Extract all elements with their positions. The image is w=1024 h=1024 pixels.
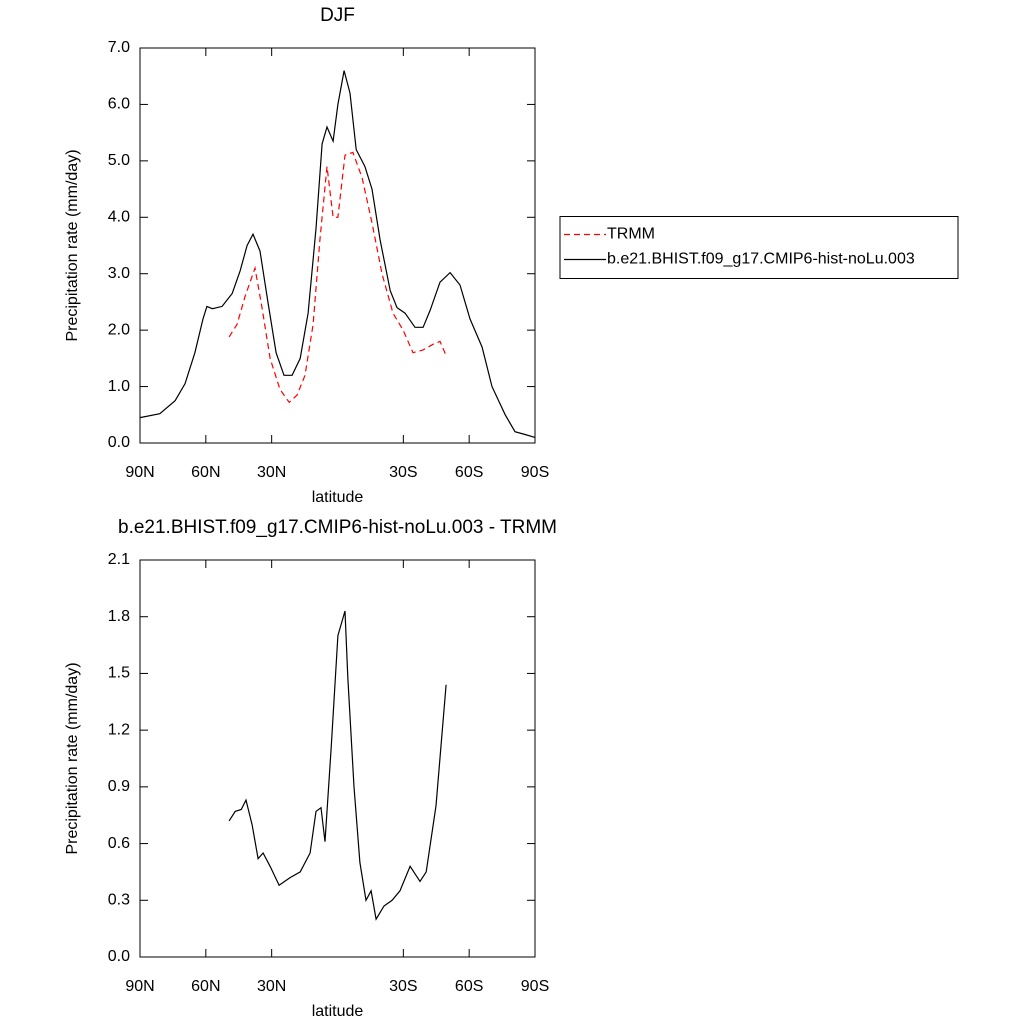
data-line bbox=[139, 70, 536, 438]
x-tick-label: 60S bbox=[455, 464, 483, 481]
y-tick-label: 0.3 bbox=[108, 892, 130, 909]
y-tick-label: 2.1 bbox=[108, 551, 130, 568]
x-tick-label: 30N bbox=[257, 464, 286, 481]
y-axis-label: Precipitation rate (mm/day) bbox=[64, 662, 81, 854]
x-axis-label: latitude bbox=[312, 489, 364, 506]
x-tick-label: 30S bbox=[389, 464, 417, 481]
x-tick-label: 30N bbox=[257, 978, 286, 995]
y-tick-label: 1.5 bbox=[108, 665, 130, 682]
legend-box bbox=[559, 216, 959, 279]
chart-title: b.e21.BHIST.f09_g17.CMIP6-hist-noLu.003 … bbox=[118, 517, 557, 538]
y-tick-label: 0.9 bbox=[108, 778, 130, 795]
y-axis-label: Precipitation rate (mm/day) bbox=[64, 149, 81, 341]
y-tick-label: 1.2 bbox=[108, 721, 130, 738]
plot-frame bbox=[139, 559, 536, 958]
x-tick-label: 90N bbox=[125, 464, 154, 481]
y-tick-label: 1.8 bbox=[108, 608, 130, 625]
data-line bbox=[228, 151, 447, 404]
y-tick-label: 7.0 bbox=[108, 39, 130, 56]
y-tick-label: 3.0 bbox=[108, 265, 130, 282]
x-tick-label: 60N bbox=[191, 978, 220, 995]
x-tick-label: 60S bbox=[455, 978, 483, 995]
y-tick-label: 0.0 bbox=[108, 948, 130, 965]
legend-label: b.e21.BHIST.f09_g17.CMIP6-hist-noLu.003 bbox=[607, 251, 915, 268]
x-tick-label: 90N bbox=[125, 978, 154, 995]
legend-label: TRMM bbox=[607, 226, 655, 243]
x-tick-label: 60N bbox=[191, 464, 220, 481]
y-tick-label: 0.6 bbox=[108, 835, 130, 852]
y-tick-label: 2.0 bbox=[108, 321, 130, 338]
plot-frame bbox=[139, 47, 536, 444]
y-tick-label: 5.0 bbox=[108, 152, 130, 169]
y-tick-label: 4.0 bbox=[108, 209, 130, 226]
y-tick-label: 6.0 bbox=[108, 96, 130, 113]
x-axis-label: latitude bbox=[312, 1003, 364, 1020]
x-tick-label: 90S bbox=[521, 464, 549, 481]
x-tick-label: 90S bbox=[521, 978, 549, 995]
chart-title: DJF bbox=[320, 5, 355, 26]
x-tick-label: 30S bbox=[389, 978, 417, 995]
y-tick-label: 0.0 bbox=[108, 434, 130, 451]
data-line bbox=[228, 610, 447, 921]
y-tick-label: 1.0 bbox=[108, 378, 130, 395]
